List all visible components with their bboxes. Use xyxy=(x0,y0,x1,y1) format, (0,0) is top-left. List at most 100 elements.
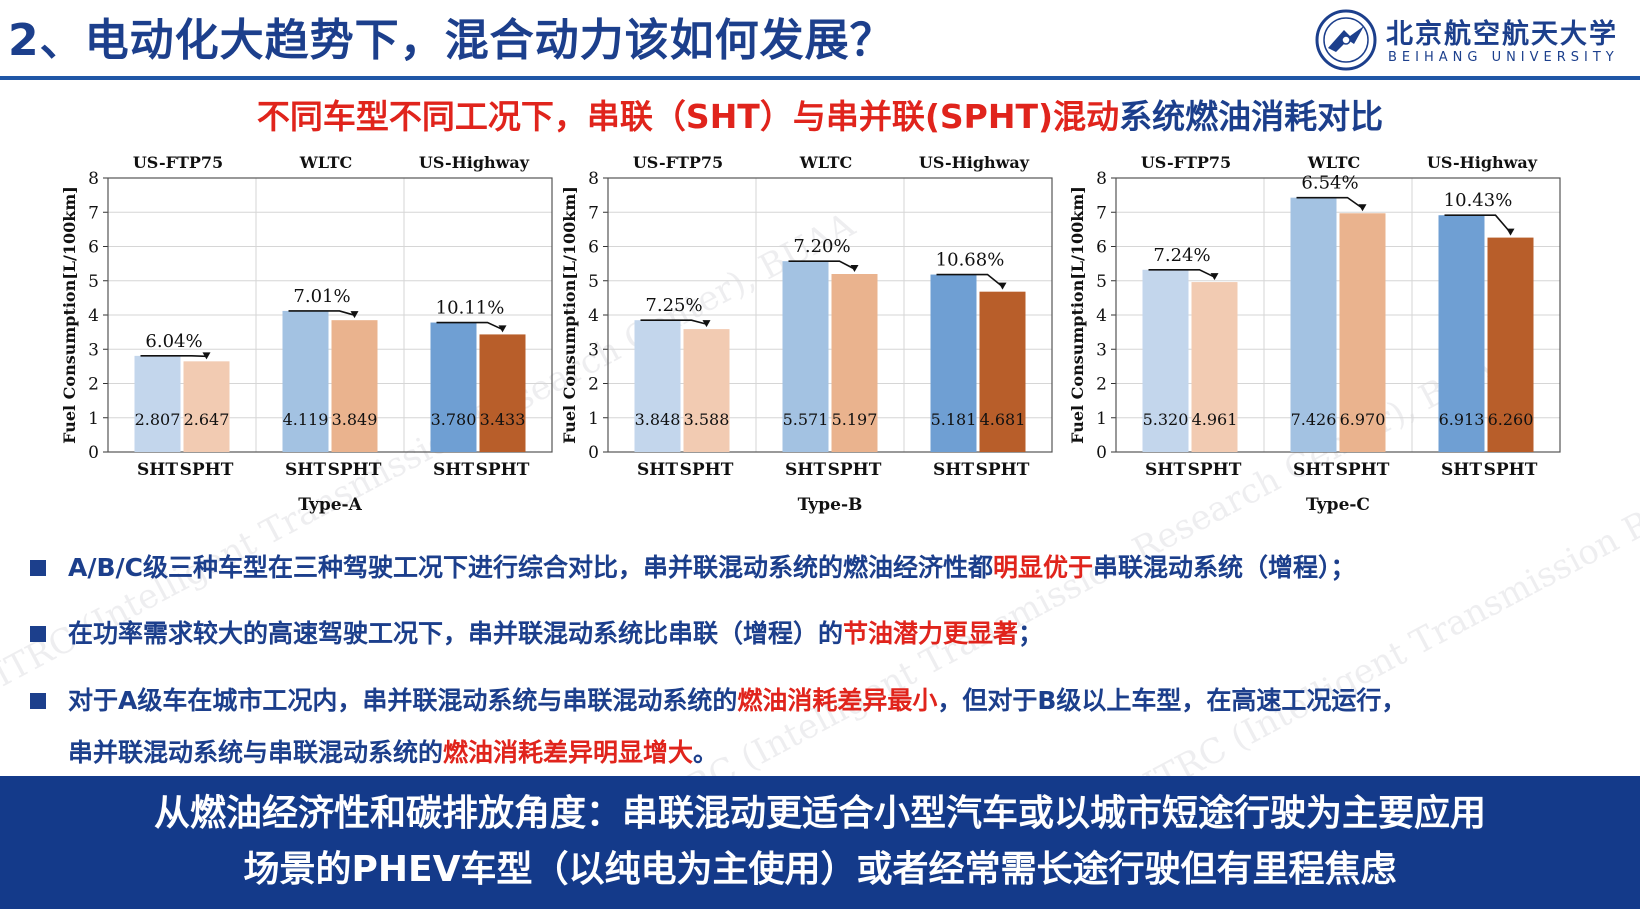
chart-section-title: 不同车型不同工况下，串联（SHT）与串并联(SPHT)混动系统燃油消耗对比 xyxy=(0,90,1640,138)
difference-label: 10.68% xyxy=(936,250,1005,271)
y-tick-label: 3 xyxy=(88,340,99,360)
chart-plot: 0 1 2 3 4 5 6 7 8 5.320 SHT 4.961 SPHT 7.24% US-FTP75 7… xyxy=(1096,153,1561,480)
y-tick-label: 6 xyxy=(588,238,599,258)
x-axis-label: Type-A xyxy=(298,495,362,515)
x-axis-label: Type-B xyxy=(798,495,863,515)
y-tick-label: 4 xyxy=(588,306,599,326)
chart-svg: 0 1 2 3 4 5 6 7 8 3.848 SHT 3.588 SPHT 7.25% US-FTP75 5… xyxy=(560,153,1053,515)
data-label: 6.260 xyxy=(1488,410,1534,429)
bullet-square-icon xyxy=(30,626,46,642)
bullet-highlight: 明显优于 xyxy=(993,553,1094,582)
bullet-highlight: 燃油消耗差异最小 xyxy=(737,686,938,715)
bar xyxy=(1339,213,1386,452)
difference-arrowhead xyxy=(1506,228,1515,236)
y-tick-label: 7 xyxy=(1096,203,1107,223)
y-tick-label: 0 xyxy=(1096,443,1107,463)
bullet-text: 对于A级车在城市工况内，串并联混动系统与串联混动系统的燃油消耗差异最小，但对于B… xyxy=(68,681,1406,721)
chart-type-c: 0 1 2 3 4 5 6 7 8 5.320 SHT 4.961 SPHT 7.24% US-FTP75 7… xyxy=(1063,150,1593,540)
difference-bracket xyxy=(788,260,855,270)
y-tick-label: 8 xyxy=(88,169,99,189)
chart-svg: 0 1 2 3 4 5 6 7 8 5.320 SHT 4.961 SPHT 7.24% US-FTP75 7… xyxy=(1068,153,1561,515)
bar xyxy=(782,261,829,452)
chart-plot: 0 1 2 3 4 5 6 7 8 2.807 SHT 2.647 SPHT 6.04% US-FTP75 4… xyxy=(88,153,553,480)
y-tick-label: 3 xyxy=(588,340,599,360)
chart-type-a: 0 1 2 3 4 5 6 7 8 2.807 SHT 2.647 SPHT 6.04% US-FTP75 4… xyxy=(55,150,585,540)
data-label: 5.320 xyxy=(1143,410,1189,429)
data-label: 2.807 xyxy=(135,410,181,429)
group-label: US-FTP75 xyxy=(1141,153,1231,172)
data-label: 2.647 xyxy=(184,410,230,429)
y-tick-label: 2 xyxy=(588,375,599,395)
bullet-segment: 对于A级车在城市工况内，串并联混动系统与串联混动系统的 xyxy=(68,686,738,715)
x-tick-label: SPHT xyxy=(976,460,1030,480)
y-tick-label: 0 xyxy=(88,443,99,463)
charts-row: 0 1 2 3 4 5 6 7 8 2.807 SHT 2.647 SPHT 6.04% US-FTP75 4… xyxy=(0,150,1640,540)
x-tick-label: SHT xyxy=(785,460,826,480)
y-tick-label: 5 xyxy=(1096,272,1107,292)
group-label: US-FTP75 xyxy=(133,153,223,172)
x-tick-label: SPHT xyxy=(328,460,382,480)
y-tick-label: 1 xyxy=(588,409,599,429)
y-tick-label: 4 xyxy=(88,306,99,326)
difference-label: 10.43% xyxy=(1444,190,1513,211)
plot-frame xyxy=(1115,177,1561,453)
bar xyxy=(1191,282,1238,452)
bullet-text: 串并联混动系统与串联混动系统的燃油消耗差异明显增大。 xyxy=(68,733,718,773)
bullet-item: A/B/C级三种车型在三种驾驶工况下进行综合对比，串并联混动系统的燃油经济性都明… xyxy=(28,548,1628,588)
difference-bracket xyxy=(1296,196,1363,209)
plot-frame xyxy=(607,177,1053,453)
x-axis-label: Type-C xyxy=(1306,495,1370,515)
subtitle-part-1: 不同车型不同工况下， xyxy=(256,97,587,136)
y-tick-label: 8 xyxy=(1096,169,1107,189)
title-divider xyxy=(0,76,1640,80)
bullet-clip-region: A/B/C级三种车型在三种驾驶工况下进行综合对比，串并联混动系统的燃油经济性都明… xyxy=(28,548,1628,773)
difference-bracket xyxy=(1148,268,1215,278)
x-tick-label: SPHT xyxy=(1336,460,1390,480)
x-tick-label: SHT xyxy=(137,460,178,480)
group-label: WLTC xyxy=(299,153,353,172)
data-label: 3.849 xyxy=(332,410,378,429)
slide-title: 2、电动化大趋势下，混合动力该如何发展？ xyxy=(8,15,895,66)
bullet-segment: A/B/C级三种车型在三种驾驶工况下进行综合对比，串并联混动系统的燃油经济性都 xyxy=(68,553,994,582)
difference-arrowhead xyxy=(498,325,507,333)
y-tick-label: 4 xyxy=(1096,306,1107,326)
group-label: US-Highway xyxy=(1427,153,1538,172)
y-tick-label: 5 xyxy=(88,272,99,292)
y-tick-label: 0 xyxy=(588,443,599,463)
x-tick-label: SPHT xyxy=(828,460,882,480)
difference-label: 10.11% xyxy=(436,298,505,319)
chart-type-b: 0 1 2 3 4 5 6 7 8 3.848 SHT 3.588 SPHT 7.25% US-FTP75 5… xyxy=(555,150,1085,540)
bar xyxy=(430,322,477,452)
difference-label: 7.25% xyxy=(645,295,702,316)
data-label: 4.961 xyxy=(1192,410,1238,429)
data-label: 5.197 xyxy=(832,410,878,429)
bar xyxy=(979,291,1026,452)
bar xyxy=(634,320,681,452)
difference-bracket xyxy=(936,273,1004,288)
y-tick-label: 2 xyxy=(88,375,99,395)
bullet-item: 在功率需求较大的高速驾驶工况下，串并联混动系统比串联（增程）的节油潜力更显著； xyxy=(28,614,1628,654)
group-label: US-FTP75 xyxy=(633,153,723,172)
x-tick-label: SPHT xyxy=(1188,460,1242,480)
bullet-segment: 在功率需求较大的高速驾驶工况下，串并联混动系统比串联（增程）的 xyxy=(68,619,844,648)
bar xyxy=(183,361,230,452)
difference-label: 7.20% xyxy=(793,236,850,257)
logo-english-name: BEIHANG UNIVERSITY xyxy=(1388,50,1619,65)
difference-label: 6.54% xyxy=(1301,173,1358,194)
bar xyxy=(683,329,730,452)
bullet-text: A/B/C级三种车型在三种驾驶工况下进行综合对比，串并联混动系统的燃油经济性都明… xyxy=(68,548,1356,588)
data-label: 6.913 xyxy=(1439,410,1485,429)
difference-bracket xyxy=(640,319,707,325)
subtitle-part-3: 系统燃油消耗对比 xyxy=(1119,97,1384,136)
bullet-item: 对于A级车在城市工况内，串并联混动系统与串联混动系统的燃油消耗差异最小，但对于B… xyxy=(28,681,1628,721)
chart-plot: 0 1 2 3 4 5 6 7 8 3.848 SHT 3.588 SPHT 7.25% US-FTP75 5… xyxy=(588,153,1053,480)
bullet-segment: 。 xyxy=(693,738,719,767)
bullet-square-icon xyxy=(30,693,46,709)
y-axis-label: Fuel Consumption[L/100km] xyxy=(1068,186,1087,444)
y-tick-label: 6 xyxy=(1096,238,1107,258)
data-label: 5.181 xyxy=(931,410,977,429)
x-tick-label: SPHT xyxy=(680,460,734,480)
subtitle-part-2: 串联（SHT）与串并联(SPHT)混动 xyxy=(586,97,1120,136)
difference-arrowhead xyxy=(350,311,359,319)
bullet-segment: ，但对于B级以上车型，在高速工况运行， xyxy=(937,686,1407,715)
